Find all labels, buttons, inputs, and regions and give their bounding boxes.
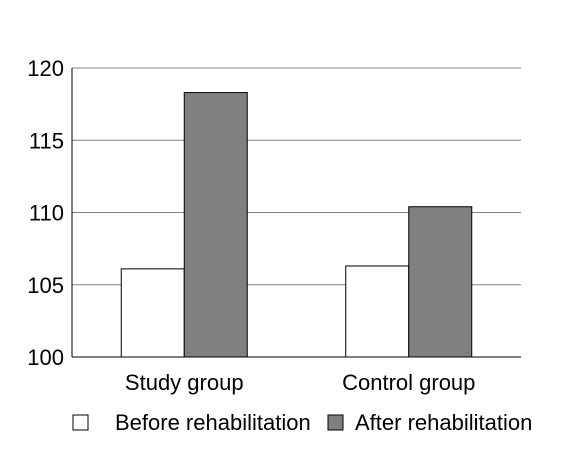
legend-label: After rehabilitation [355,410,532,435]
y-tick-label: 100 [27,345,64,370]
bar-after-control [408,206,473,358]
bar-before-study [120,268,185,358]
bars [120,92,473,358]
legend-label: Before rehabilitation [115,410,311,435]
legend-swatch [72,414,89,431]
y-tick-label: 115 [29,128,64,153]
legend-swatch [327,414,344,431]
y-tick-label: 110 [29,201,64,226]
legend: Before rehabilitation After rehabilitatio… [72,410,532,435]
x-category-label: Study group [125,370,244,395]
bar-after-study [183,92,248,358]
bar-before-control [345,265,410,358]
y-tick-label: 120 [27,56,64,81]
x-axis-category-labels: Study group Control group [125,370,475,395]
y-tick-label: 105 [27,273,64,298]
x-category-label: Control group [342,370,475,395]
y-axis-tick-labels: 100 105 110 115 120 [27,56,64,370]
